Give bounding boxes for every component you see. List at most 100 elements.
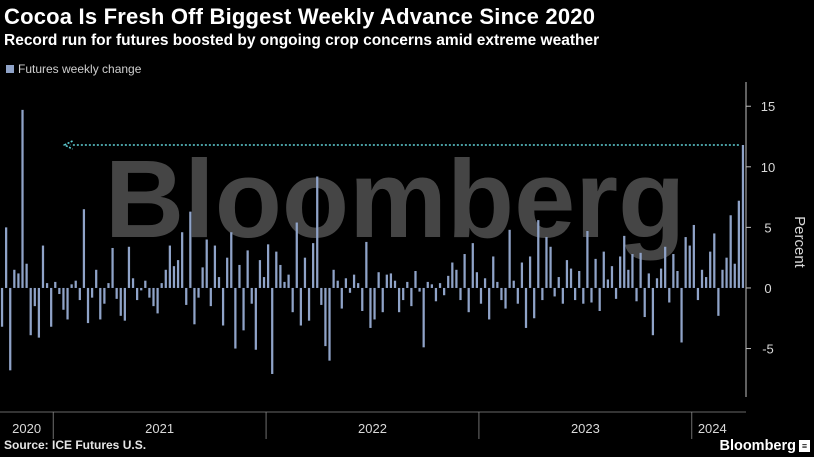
bar-week-26 [103, 287, 106, 304]
bar-week-61 [246, 250, 249, 288]
chart-title: Cocoa Is Fresh Off Biggest Weekly Advanc… [4, 4, 596, 29]
bar-week-56 [226, 257, 229, 288]
bar-week-66 [266, 244, 270, 288]
bar-week-175 [713, 233, 716, 288]
bar-week-130 [528, 256, 532, 288]
watermark-text: Bloomberg [105, 138, 686, 261]
bar-week-107 [434, 287, 438, 302]
bar-week-23 [90, 287, 94, 298]
bar-week-59 [238, 264, 241, 288]
bar-week-4 [13, 269, 16, 288]
bar-week-170 [692, 224, 695, 288]
bar-week-147 [598, 287, 601, 311]
y-axis-label: Percent [791, 216, 808, 269]
bar-week-116 [471, 243, 474, 288]
x-tick-label: 2021 [145, 421, 174, 436]
bar-week-177 [721, 269, 724, 288]
bar-week-142 [578, 271, 581, 288]
bar-week-69 [279, 264, 282, 288]
bar-week-179 [729, 215, 732, 288]
bar-week-1 [0, 287, 4, 327]
bar-week-35 [140, 287, 143, 291]
bar-week-27 [107, 283, 110, 288]
bar-week-95 [385, 274, 388, 288]
bar-week-83 [336, 280, 339, 288]
legend: Futures weekly change [6, 62, 141, 76]
bar-week-164 [668, 287, 671, 303]
bar-week-172 [700, 269, 704, 288]
bar-week-98 [397, 287, 401, 313]
bar-week-92 [373, 287, 376, 320]
bar-week-29 [115, 287, 118, 299]
bar-week-138 [561, 287, 564, 304]
bar-week-149 [606, 279, 609, 288]
bar-week-71 [287, 274, 290, 288]
bar-week-173 [704, 277, 708, 288]
bar-week-78 [316, 176, 319, 288]
bar-week-84 [340, 287, 343, 309]
bar-week-42 [168, 245, 171, 288]
bar-week-73 [295, 222, 298, 288]
bar-week-103 [418, 287, 421, 292]
bar-week-67 [271, 287, 274, 374]
x-tick-label: 2020 [12, 421, 41, 436]
bar-week-102 [414, 271, 417, 288]
bar-week-38 [152, 287, 155, 307]
bar-week-148 [602, 251, 605, 288]
bar-week-181 [737, 200, 740, 288]
bar-week-8 [29, 287, 32, 336]
bar-week-178 [725, 257, 728, 288]
bar-week-113 [459, 287, 462, 301]
bar-week-131 [533, 287, 536, 319]
bar-week-10 [37, 287, 41, 338]
bar-week-145 [590, 287, 593, 303]
chart-subtitle: Record run for futures boosted by ongoin… [4, 32, 600, 49]
y-tick-label: 15 [761, 99, 775, 114]
bar-week-68 [275, 251, 278, 288]
bar-week-55 [221, 287, 225, 326]
bar-week-14 [54, 281, 57, 288]
bar-week-122 [496, 281, 499, 288]
bar-week-52 [209, 287, 212, 307]
bar-week-20 [78, 287, 81, 301]
bar-week-81 [328, 287, 331, 361]
bar-week-12 [45, 283, 49, 288]
bar-week-104 [422, 287, 425, 348]
bar-week-153 [623, 235, 626, 288]
bar-week-41 [164, 269, 167, 288]
bar-week-30 [119, 287, 122, 316]
bar-week-118 [479, 287, 483, 304]
bar-week-168 [684, 237, 687, 288]
bar-week-115 [467, 287, 470, 313]
bar-week-46 [185, 287, 188, 305]
bar-week-87 [352, 274, 356, 288]
bar-week-82 [332, 269, 335, 288]
bar-week-62 [250, 287, 253, 304]
bar-week-171 [696, 287, 700, 301]
bar-week-40 [160, 283, 163, 288]
y-tick-label: 0 [764, 281, 771, 296]
bar-week-124 [504, 287, 507, 309]
bar-week-136 [553, 287, 556, 297]
bar-week-49 [197, 287, 200, 298]
bar-week-128 [520, 262, 524, 288]
bar-week-60 [242, 287, 245, 331]
bar-week-34 [136, 287, 139, 301]
bar-week-33 [131, 278, 135, 288]
bar-week-141 [574, 287, 577, 301]
bar-week-9 [33, 287, 36, 307]
bar-week-180 [733, 263, 736, 288]
bar-week-176 [717, 287, 720, 316]
bar-week-63 [254, 287, 257, 350]
bar-week-80 [324, 287, 327, 347]
bar-week-109 [443, 287, 446, 296]
bar-week-17 [66, 287, 69, 320]
bar-week-72 [291, 287, 294, 313]
bar-week-163 [664, 246, 667, 288]
bar-week-75 [303, 257, 307, 288]
bar-week-160 [651, 287, 655, 336]
bar-week-100 [406, 281, 409, 288]
x-tick-label: 2022 [358, 421, 387, 436]
bar-week-182 [741, 145, 745, 288]
bar-week-18 [70, 284, 73, 288]
